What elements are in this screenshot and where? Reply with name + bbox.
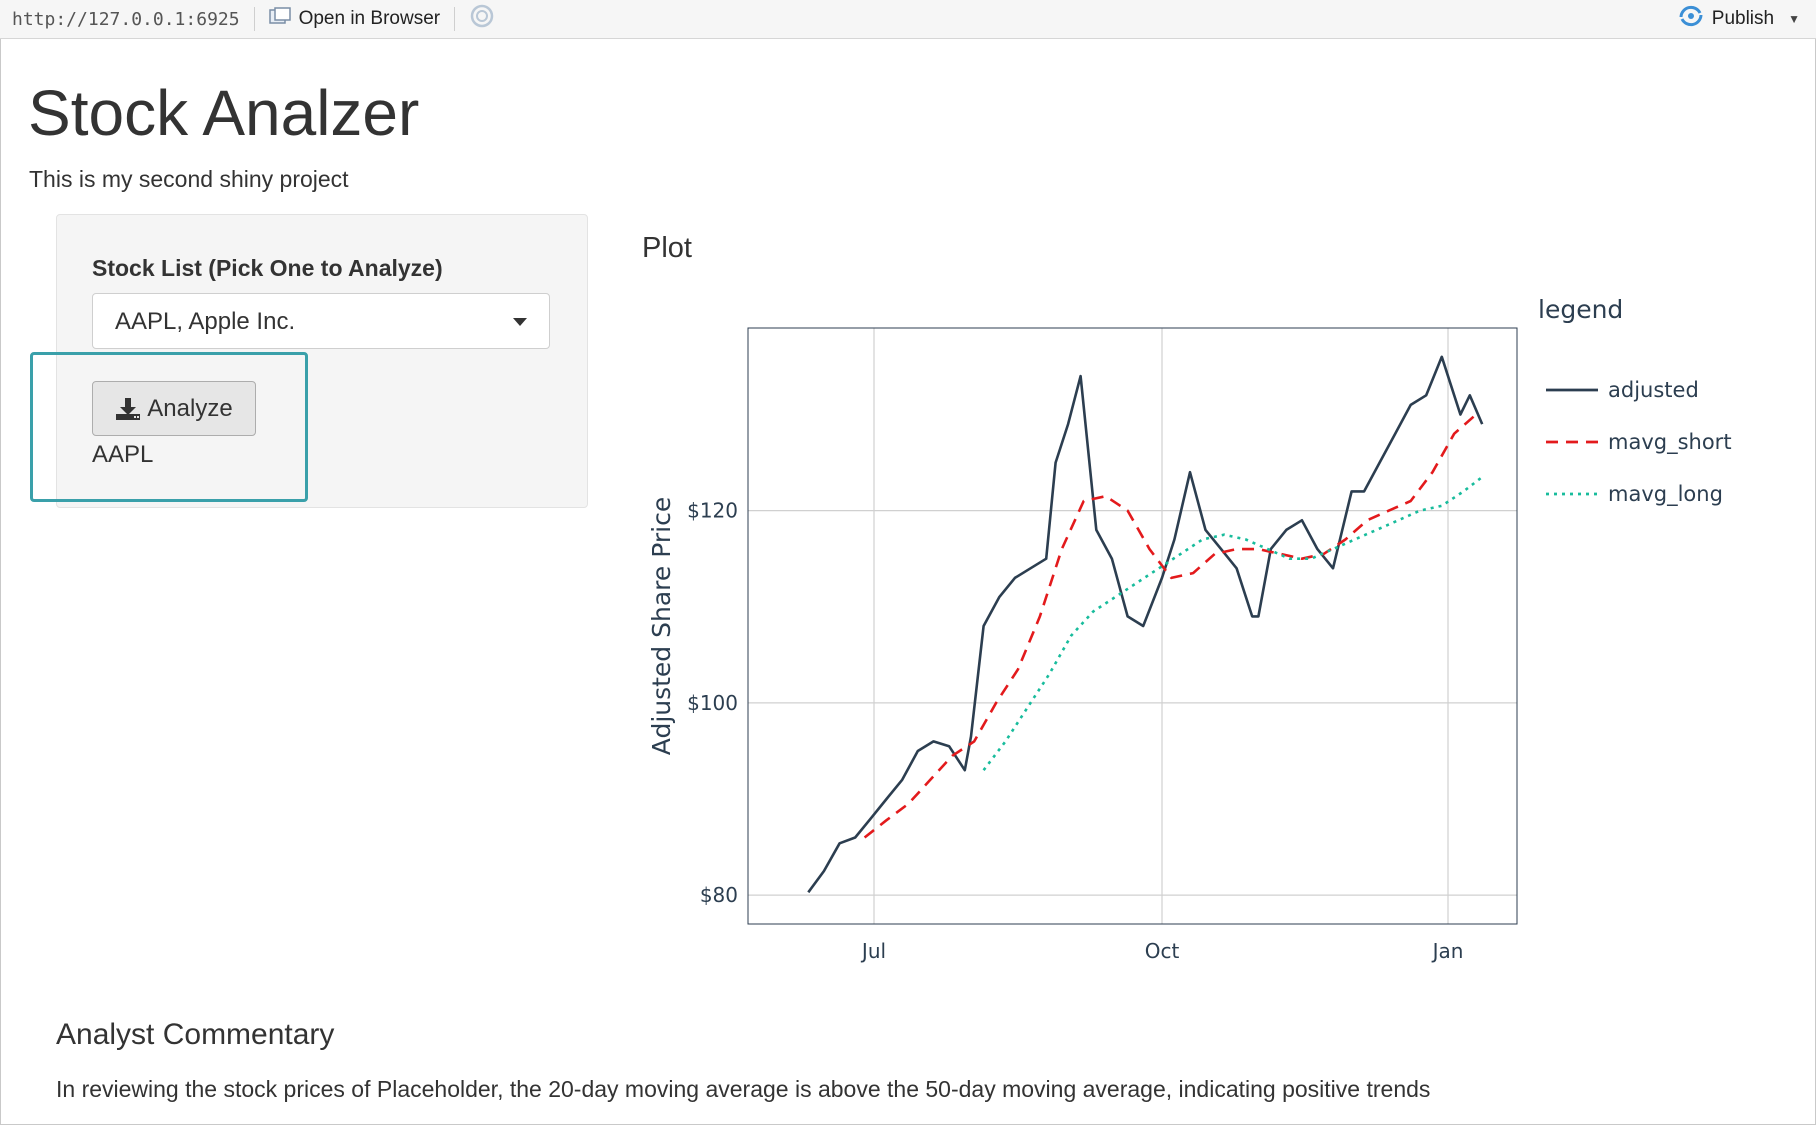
chevron-down-icon[interactable]: ▼ bbox=[1788, 12, 1800, 26]
series-line-mavg-short bbox=[863, 413, 1477, 839]
legend-title: legend bbox=[1538, 295, 1623, 324]
series-line-mavg-long bbox=[982, 475, 1483, 771]
plot-area bbox=[747, 327, 1518, 925]
refresh-icon[interactable] bbox=[469, 3, 495, 35]
y-tick-label: $100 bbox=[687, 691, 738, 715]
open-browser-icon bbox=[268, 7, 291, 31]
y-axis-label: Adjusted Share Price bbox=[647, 497, 676, 755]
open-in-browser-button[interactable]: Open in Browser bbox=[268, 7, 441, 31]
annotation-highlight-box bbox=[30, 352, 308, 502]
plot-border bbox=[747, 327, 1518, 925]
legend-label: mavg_short bbox=[1608, 430, 1732, 455]
ticker-output: AAPL bbox=[92, 441, 154, 468]
publish-label: Publish bbox=[1711, 8, 1775, 29]
stock-select-value: AAPL, Apple Inc. bbox=[115, 308, 296, 335]
analyze-button-label: Analyze bbox=[147, 394, 233, 422]
toolbar-divider bbox=[253, 7, 255, 31]
stock-select[interactable]: AAPL, Apple Inc. bbox=[92, 293, 550, 349]
page-subtitle: This is my second shiny project bbox=[29, 166, 349, 192]
y-tick-label: $80 bbox=[700, 883, 738, 907]
analyze-button[interactable]: Analyze bbox=[92, 381, 256, 436]
x-tick-label: Jul bbox=[860, 939, 886, 963]
publish-button[interactable]: Publish ▼ bbox=[1678, 0, 1800, 38]
y-tick-label: $120 bbox=[687, 499, 738, 523]
plot-heading: Plot bbox=[642, 232, 692, 264]
chevron-down-icon bbox=[513, 318, 527, 326]
sidebar-panel: Stock List (Pick One to Analyze) AAPL, A… bbox=[56, 214, 588, 508]
series-line-adjusted bbox=[807, 355, 1484, 894]
url-display: http://127.0.0.1:6925 bbox=[12, 8, 240, 30]
download-icon bbox=[116, 397, 141, 420]
x-tick-label: Jan bbox=[1431, 939, 1464, 963]
page-title: Stock Analzer bbox=[28, 77, 420, 149]
x-tick-label: Oct bbox=[1145, 939, 1180, 963]
open-in-browser-label: Open in Browser bbox=[298, 8, 441, 29]
commentary-title: Analyst Commentary bbox=[56, 1018, 335, 1051]
legend-label: adjusted bbox=[1608, 378, 1699, 402]
commentary-text: In reviewing the stock prices of Placeho… bbox=[56, 1076, 1431, 1102]
stock-list-label: Stock List (Pick One to Analyze) bbox=[92, 255, 443, 281]
stock-chart: $80 $100 $120 Jul Oct Jan Adjusted Share Price… bbox=[647, 295, 1732, 963]
publish-icon bbox=[1678, 5, 1704, 33]
legend-label: mavg_long bbox=[1608, 482, 1723, 507]
viewer-toolbar: http://127.0.0.1:6925 Open in Browser Pu… bbox=[0, 0, 1816, 39]
toolbar-divider bbox=[454, 7, 456, 31]
